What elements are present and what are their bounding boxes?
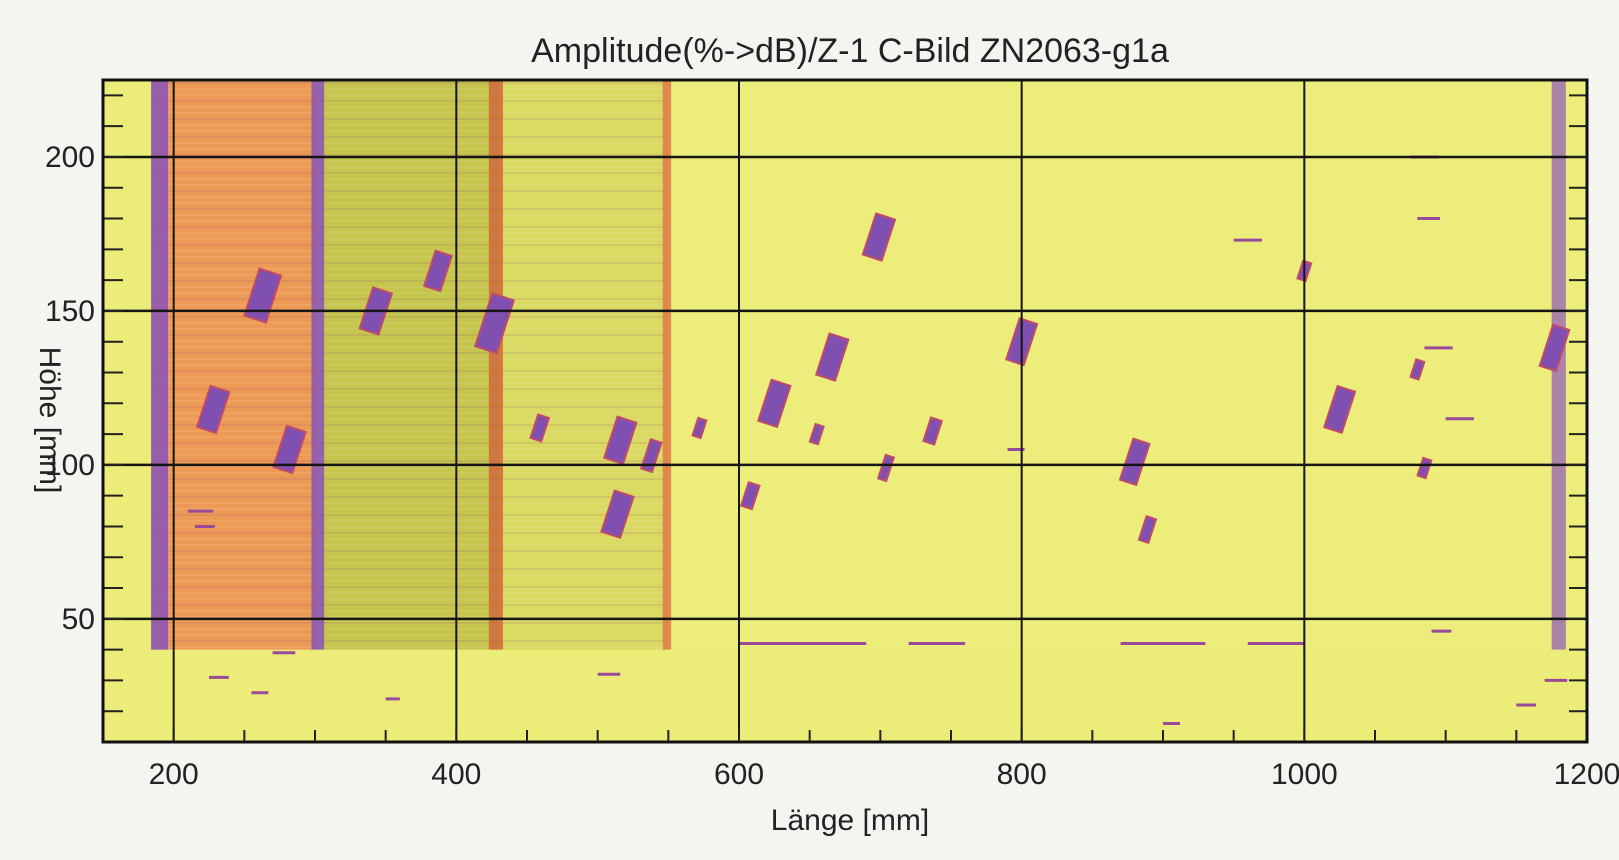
band-1 [315,80,499,650]
defect-indication [808,422,825,446]
x-axis-ticks: 200 400 600 800 1000 1200 [149,758,1619,791]
defect-indication [473,292,516,355]
defect-indication [602,415,638,466]
band-layer [152,80,1587,650]
minor-ticks-layer [103,94,1588,742]
x-tick-label: 400 [431,758,481,791]
defect-indication [1323,384,1357,435]
band-2 [498,80,669,650]
y-tick-label: 50 [62,603,95,636]
band-3 [668,80,1587,650]
strip-line-1 [311,80,325,650]
band-0 [152,80,315,650]
defect-indication [876,453,896,483]
strip-line-3 [662,80,672,650]
scan-line-texture [152,82,669,648]
x-tick-label: 1200 [1554,758,1619,791]
defect-indication [243,267,283,324]
defect-indication [814,332,850,382]
x-tick-label: 600 [714,758,764,791]
defect-indication [922,416,944,446]
y-tick-label: 100 [45,449,95,482]
y-tick-label: 200 [45,141,95,174]
plot-area [101,78,1589,744]
grid-layer [103,80,1587,742]
plot-frame [101,78,1589,744]
x-tick-label: 1000 [1271,758,1338,791]
defect-indication [195,384,231,435]
defect-indication [600,489,635,539]
x-axis-label: Länge [mm] [771,804,929,837]
y-axis-label: Höhe [mm] [33,347,66,494]
defect-layer [195,212,1571,545]
defect-indication [757,378,792,429]
defect-indication [861,212,897,262]
strip-line-2 [488,80,503,650]
defect-indication [529,413,551,443]
chart-title: Amplitude(%->dB)/Z-1 C-Bild ZN2063-g1a [531,32,1169,70]
defect-indication [272,424,307,475]
dash-indication-layer [187,155,1568,726]
defect-indication [1416,456,1433,480]
defect-indication [422,249,453,293]
x-tick-label: 800 [997,758,1047,791]
y-axis-ticks: 50 100 150 200 [45,141,95,636]
defect-indication [739,480,761,511]
defect-indication [1538,323,1571,373]
y-tick-label: 150 [45,295,95,328]
defect-indication [1409,358,1426,381]
strip-line-0 [151,80,169,650]
defect-indication [1137,515,1158,545]
strip-line-layer [151,80,1566,650]
defect-indication [691,416,708,440]
x-tick-label: 200 [149,758,199,791]
